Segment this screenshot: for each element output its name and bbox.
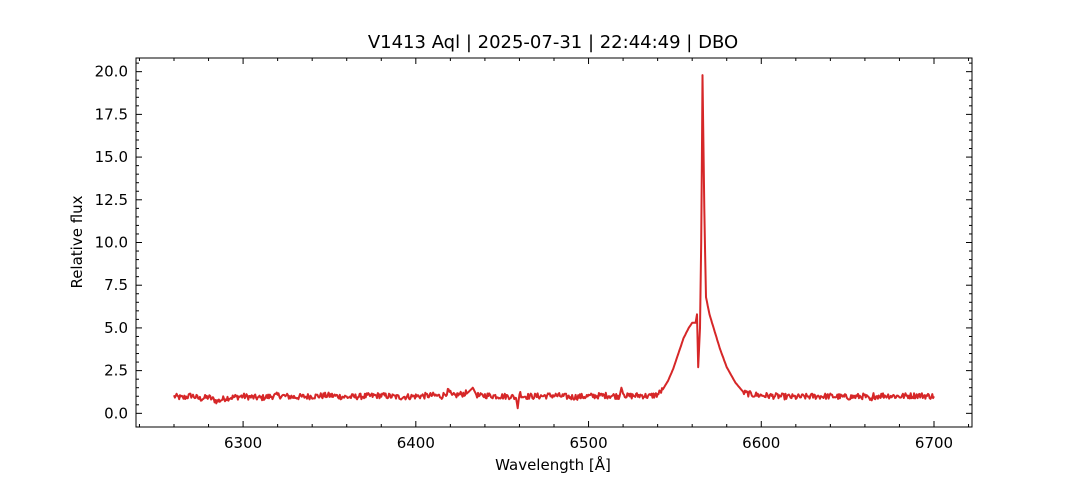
series-group [173,74,935,410]
x-axis-label: Wavelength [Å] [495,455,611,474]
y-axis: 0.0 2.5 5.0 7.5 10.0 12.5 15.0 17.5 20.0 [95,62,972,422]
y-tick-label: 20.0 [95,63,128,81]
plot-frame-border [135,57,973,428]
y-tick-label: 5.0 [104,319,128,337]
y-tick-label: 10.0 [95,234,128,252]
y-tick-label: 12.5 [95,191,128,209]
y-tick-label: 2.5 [104,362,128,380]
y-tick-label: 17.5 [95,105,128,123]
x-tick-label: 6300 [224,434,262,452]
y-axis-label: Relative flux [68,195,86,288]
x-tick-label: 6700 [915,434,953,452]
x-tick-label: 6400 [397,434,435,452]
series-line-0 [173,74,935,410]
chart-title: V1413 Aql | 2025-07-31 | 22:44:49 | DBO [368,32,738,53]
y-tick-label: 0.0 [104,404,128,422]
x-tick-label: 6600 [742,434,780,452]
plot-frame [135,57,973,428]
y-tick-label: 15.0 [95,148,128,166]
x-tick-label: 6500 [569,434,607,452]
y-tick-label: 7.5 [104,276,128,294]
x-axis: 6300 6400 6500 6600 6700 [138,58,970,452]
